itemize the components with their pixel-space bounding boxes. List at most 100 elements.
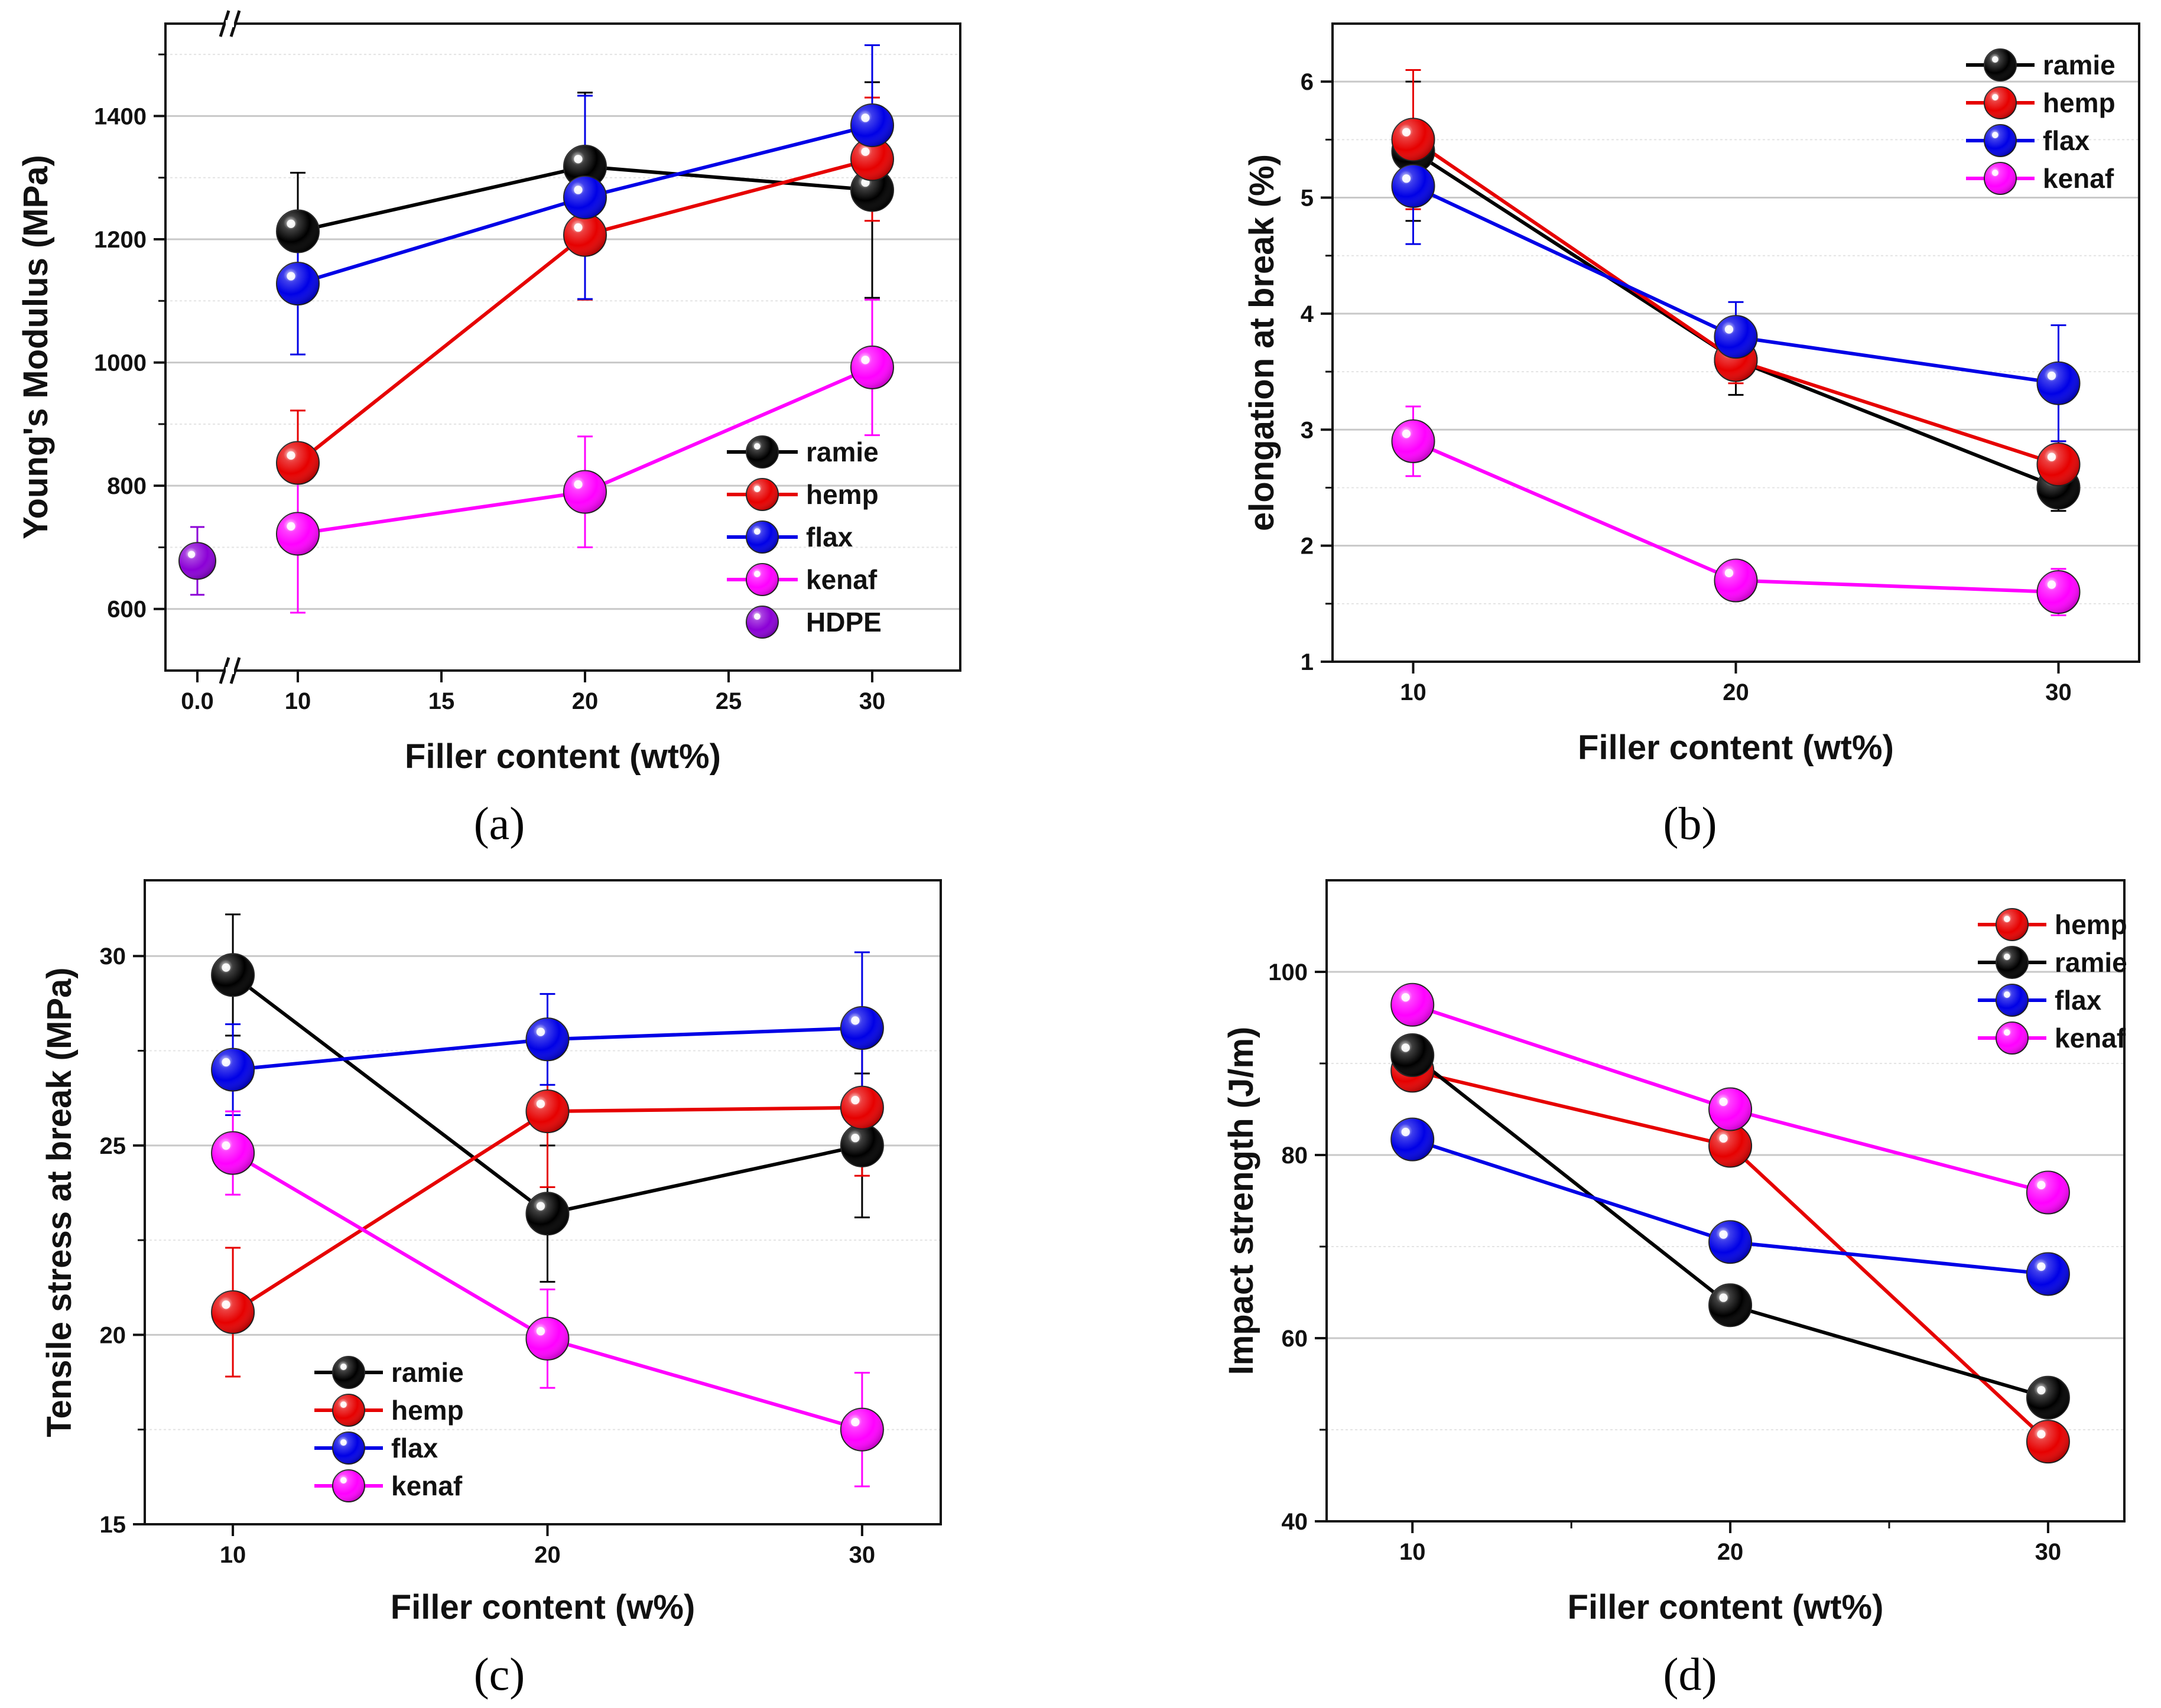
data-point-kenaf-shine: [212, 1131, 255, 1175]
y-tick-label: 3: [1301, 417, 1314, 443]
legend-marker-hemp-highlight: [1991, 94, 1998, 100]
data-point-hdpe-highlight: [187, 551, 196, 558]
y-tick-label: 1400: [94, 103, 147, 129]
data-point-ramie-highlight: [574, 155, 583, 164]
data-point-hemp-shine: [1392, 118, 1435, 161]
legend-marker-ramie-shine: [1984, 49, 2016, 81]
y-tick-label: 20: [100, 1322, 126, 1348]
data-point-flax-shine: [851, 104, 893, 147]
plot-frame-d: [1325, 879, 2126, 1522]
legend-marker-flax-shine: [746, 521, 778, 553]
y-tick-label: 1: [1301, 649, 1314, 675]
data-point-ramie-shine: [277, 210, 319, 253]
data-point-hemp-highlight: [1719, 1134, 1728, 1143]
legend-marker-ramie-highlight: [1991, 56, 1998, 63]
x-tick-label: 30: [2045, 679, 2072, 705]
legend-marker-ramie-highlight: [753, 443, 761, 450]
data-point-hemp-highlight: [2047, 453, 2056, 461]
data-point-flax-shine: [2037, 362, 2080, 405]
data-point-hemp-shine: [526, 1090, 569, 1133]
y-tick-label: 25: [100, 1133, 126, 1159]
data-point-kenaf-shine: [564, 470, 606, 513]
x-tick-label: 10: [285, 688, 311, 714]
y-tick-label: 2: [1301, 533, 1314, 559]
legend-label-flax: flax: [2055, 985, 2102, 1016]
data-point-ramie-highlight: [851, 1134, 860, 1143]
axis-break-mark: [219, 10, 230, 37]
data-point-ramie-shine: [2026, 1376, 2069, 1419]
legend-marker-hemp-shine: [1996, 909, 2028, 941]
data-point-hemp-shine: [277, 441, 319, 484]
data-point-kenaf-shine: [840, 1408, 883, 1451]
data-point-flax-highlight: [1719, 1230, 1728, 1239]
data-point-flax-shine: [840, 1007, 883, 1050]
x-tick-label-zero: 0.0: [181, 688, 214, 714]
y-tick-label: 80: [1282, 1143, 1308, 1169]
data-point-kenaf-shine: [526, 1317, 569, 1360]
data-point-hdpe-shine: [179, 542, 216, 580]
legend-label-ramie: ramie: [806, 437, 879, 467]
y-tick-label: 1200: [94, 227, 147, 253]
legend-marker-ramie-shine: [746, 436, 778, 468]
data-point-ramie-highlight: [1719, 1293, 1728, 1302]
x-axis-title: Filler content (w%): [391, 1588, 696, 1626]
data-point-hemp-highlight: [851, 1095, 860, 1105]
data-point-kenaf-highlight: [1401, 993, 1410, 1002]
data-point-ramie-highlight: [222, 963, 230, 972]
x-tick-label: 30: [2035, 1539, 2062, 1565]
data-point-flax-shine: [1392, 164, 1435, 207]
data-point-hemp-highlight: [574, 223, 583, 232]
data-point-kenaf-highlight: [1402, 430, 1411, 438]
data-point-flax-shine: [2026, 1252, 2069, 1296]
legend-marker-ramie-highlight: [340, 1364, 347, 1370]
legend-label-ramie: ramie: [2043, 50, 2115, 80]
legend-marker-HDPE-highlight: [753, 613, 761, 620]
legend-label-flax: flax: [2043, 125, 2090, 156]
data-point-ramie-highlight: [1401, 1043, 1410, 1052]
legend-marker-flax-highlight: [1991, 132, 1998, 138]
legend-label-ramie: ramie: [391, 1357, 464, 1388]
data-point-kenaf-shine: [851, 346, 893, 389]
legend-label-hemp: hemp: [806, 479, 879, 510]
legend-marker-flax-shine: [1984, 125, 2016, 157]
legend-marker-hemp-highlight: [2003, 916, 2010, 922]
plot-frame-c: [144, 879, 942, 1525]
y-tick-label: 5: [1301, 186, 1314, 212]
legend-label-HDPE: HDPE: [806, 607, 882, 637]
legend-marker-hemp-highlight: [340, 1401, 347, 1408]
y-axis-title: Impact strength (J/m): [1222, 1027, 1260, 1375]
y-axis-title: elongation at break (%): [1243, 154, 1281, 531]
data-point-hemp-highlight: [536, 1099, 545, 1108]
y-tick-label: 600: [107, 597, 147, 623]
legend-label-flax: flax: [391, 1433, 438, 1463]
data-point-kenaf-shine: [1391, 983, 1434, 1026]
data-point-kenaf-shine: [1392, 419, 1435, 463]
x-tick-label: 20: [1723, 679, 1749, 705]
chart-panel-c: 10 20 30 15 20 25 30 ramie hemp flax kenaf Filler c…: [40, 879, 942, 1700]
data-point-kenaf-shine: [277, 512, 319, 555]
legend-marker-hemp-highlight: [753, 486, 761, 492]
y-tick-label: 4: [1301, 301, 1314, 327]
data-point-hemp-shine: [212, 1290, 255, 1333]
legend-marker-hemp-shine: [1984, 87, 2016, 119]
data-point-flax-shine: [1709, 1221, 1752, 1264]
data-point-kenaf-highlight: [222, 1141, 230, 1150]
axis-break-gap: [226, 667, 234, 674]
legend-label-hemp: hemp: [391, 1395, 464, 1426]
data-point-kenaf-shine: [1709, 1088, 1752, 1131]
data-point-flax-highlight: [2047, 371, 2056, 380]
x-tick-label: 10: [1399, 1539, 1426, 1565]
legend-marker-kenaf-shine: [1984, 162, 2016, 194]
data-point-hemp-highlight: [287, 451, 295, 460]
x-tick-label: 20: [572, 688, 599, 714]
axis-break-mark: [229, 657, 241, 684]
data-point-kenaf-highlight: [851, 1417, 860, 1427]
data-point-hemp-highlight: [1402, 128, 1411, 136]
legend-marker-hemp-shine: [333, 1394, 365, 1426]
data-point-flax-highlight: [536, 1027, 545, 1036]
data-point-ramie-highlight: [536, 1202, 545, 1211]
data-point-flax-highlight: [287, 272, 295, 281]
legend-label-kenaf: kenaf: [2055, 1023, 2126, 1053]
panel-caption: (a): [474, 798, 525, 849]
data-point-ramie-shine: [840, 1124, 883, 1167]
